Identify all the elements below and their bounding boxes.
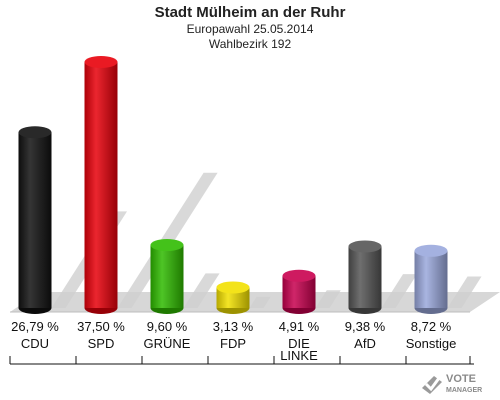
chart-subtitle-district: Wahlbezirk 192: [208, 37, 292, 51]
bar-shadow-5: [381, 274, 418, 308]
value-label: 9,38 %: [345, 319, 386, 334]
ballot-check-icon: [422, 373, 444, 394]
bar-shadow-6: [447, 276, 482, 308]
category-label: AfD: [354, 336, 376, 351]
category-label: SPD: [88, 336, 115, 351]
value-label: 8,72 %: [411, 319, 452, 334]
votemanager-logo: VOTE MANAGER: [422, 373, 482, 394]
category-label: CDU: [21, 336, 49, 351]
logo-line2: MANAGER: [446, 387, 482, 394]
category-label: DIE: [288, 336, 310, 351]
bar-shadow-4: [315, 290, 341, 308]
category-label: FDP: [220, 336, 246, 351]
chart-title: Stadt Mülheim an der Ruhr: [154, 4, 346, 21]
bar-shadow-3: [249, 296, 271, 308]
category-axis: [9, 356, 474, 365]
value-label: 4,91 %: [279, 319, 320, 334]
bar-sonstige: [414, 244, 448, 314]
bar-afd: [348, 240, 382, 314]
bar-shadow-2: [183, 273, 220, 308]
labels-group: 26,79 % CDU 37,50 % SPD 9,60 % GRÜNE 3,13 % FDP…: [11, 319, 456, 363]
value-label: 9,60 %: [147, 319, 188, 334]
bar-die-linke: [282, 269, 316, 314]
bars-group: [18, 56, 448, 314]
logo-line1: VOTE: [446, 373, 476, 385]
chart-header: Stadt Mülheim an der Ruhr Europawahl 25.…: [0, 0, 500, 52]
bar-spd: [84, 56, 118, 314]
value-label: 3,13 %: [213, 319, 254, 334]
category-label: Sonstige: [406, 336, 457, 351]
value-label: 26,79 %: [11, 319, 59, 334]
category-label: GRÜNE: [144, 336, 191, 351]
category-label: LINKE: [280, 348, 318, 363]
value-label: 37,50 %: [77, 319, 125, 334]
bar-grüne: [150, 239, 184, 314]
bar-cdu: [18, 126, 52, 314]
chart-subtitle: Europawahl 25.05.2014: [186, 22, 314, 36]
bar-fdp: [216, 281, 250, 314]
